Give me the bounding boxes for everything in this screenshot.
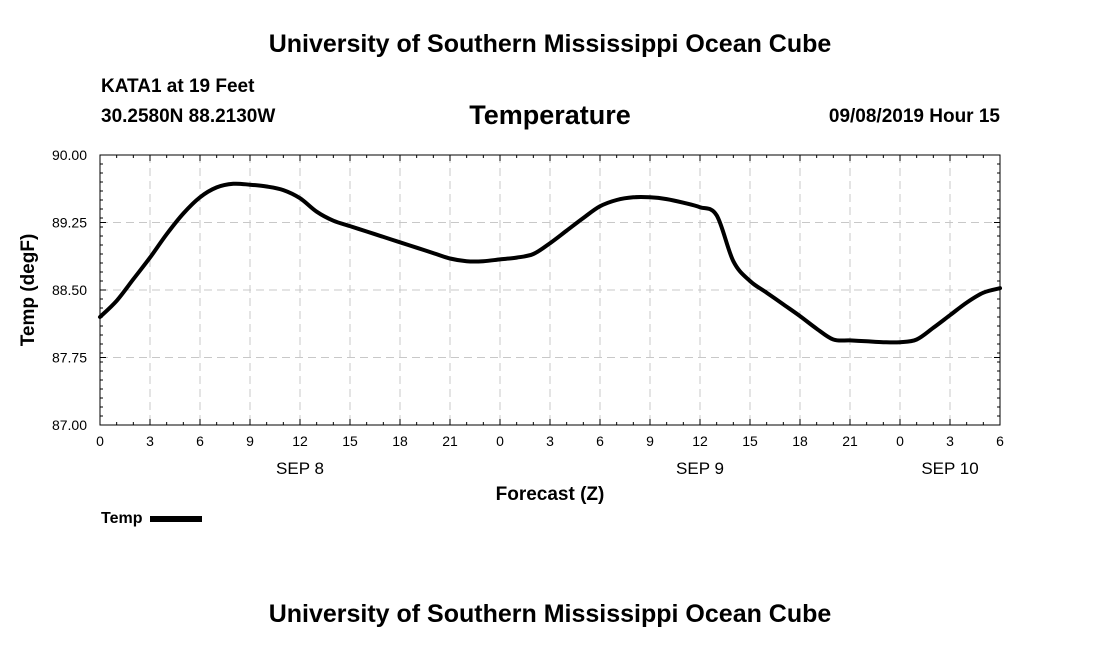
axis-labels: 0 3 6 9 12 15 18 21 0 3 6 9 12 15 18 21 0 3 6 87.00 87.75 88.… — [52, 147, 1004, 478]
chart-title: Temperature — [469, 100, 631, 130]
legend-label-temp: Temp — [101, 510, 143, 527]
footer-title: University of Southern Mississippi Ocean… — [268, 600, 832, 628]
x-tick-label: 3 — [146, 433, 154, 449]
grid — [100, 155, 1000, 425]
x-tick-label: 3 — [546, 433, 554, 449]
station-label: KATA1 at 19 Feet — [101, 76, 255, 97]
x-tick-label: 21 — [842, 433, 858, 449]
timestamp-label: 09/08/2019 Hour 15 — [828, 106, 1000, 127]
date-label: SEP 9 — [676, 459, 724, 478]
x-tick-label: 12 — [692, 433, 708, 449]
x-tick-label: 0 — [896, 433, 904, 449]
x-tick-label: 12 — [292, 433, 308, 449]
x-tick-label: 21 — [442, 433, 458, 449]
y-tick-label: 88.50 — [52, 282, 87, 298]
page-title: University of Southern Mississippi Ocean… — [268, 30, 832, 58]
y-tick-label: 90.00 — [52, 147, 87, 163]
x-tick-label: 0 — [496, 433, 504, 449]
coordinates-label: 30.2580N 88.2130W — [101, 106, 276, 127]
y-tick-label: 87.00 — [52, 417, 87, 433]
date-label: SEP 8 — [276, 459, 324, 478]
x-tick-label: 0 — [96, 433, 104, 449]
x-tick-label: 15 — [742, 433, 758, 449]
x-tick-label: 6 — [596, 433, 604, 449]
x-tick-label: 18 — [392, 433, 408, 449]
x-tick-label: 15 — [342, 433, 358, 449]
x-tick-label: 18 — [792, 433, 808, 449]
date-label: SEP 10 — [921, 459, 978, 478]
legend: Temp — [101, 510, 203, 528]
y-tick-label: 89.25 — [52, 215, 87, 231]
x-axis-title: Forecast (Z) — [496, 484, 605, 505]
x-tick-label: 9 — [246, 433, 254, 449]
legend-swatch-temp — [150, 516, 203, 522]
y-axis-title: Temp (degF) — [18, 234, 39, 347]
series-line-temp — [98, 181, 1002, 345]
x-tick-label: 9 — [646, 433, 654, 449]
x-tick-label: 6 — [196, 433, 204, 449]
x-tick-label: 6 — [996, 433, 1004, 449]
y-tick-label: 87.75 — [52, 350, 87, 366]
x-tick-label: 3 — [946, 433, 954, 449]
